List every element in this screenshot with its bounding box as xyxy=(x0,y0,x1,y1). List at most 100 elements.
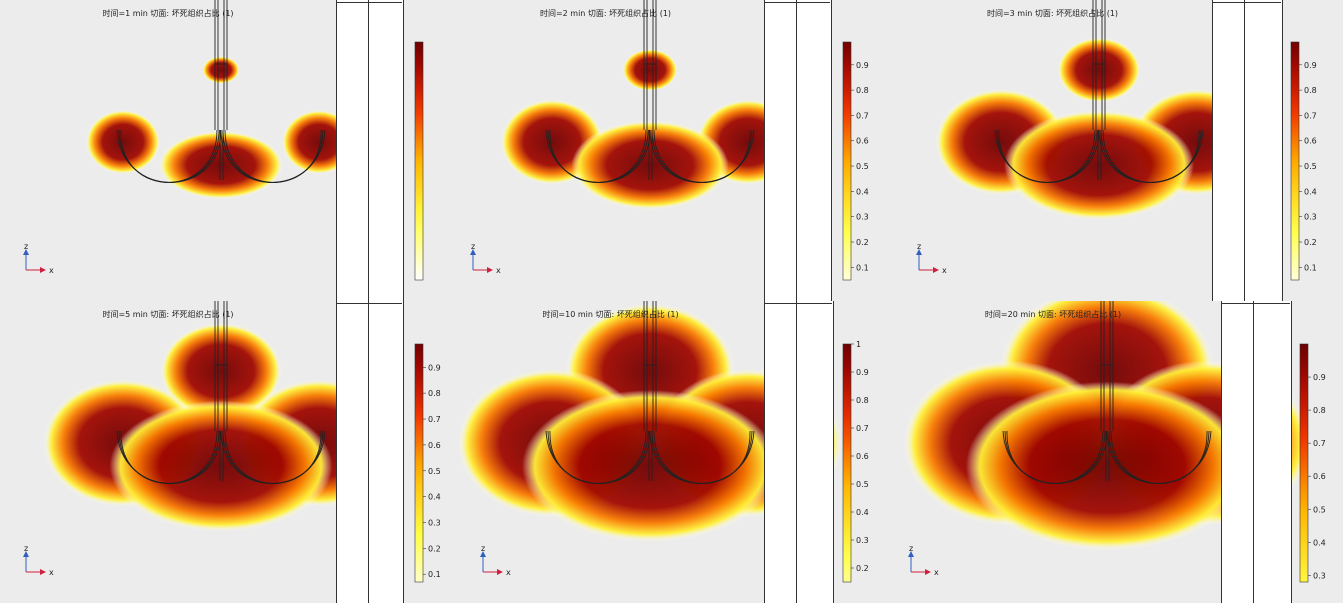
colorbar-tick-label: 0.6 xyxy=(856,137,869,146)
axes-triad: zx xyxy=(470,243,501,275)
colorbar-gradient xyxy=(414,343,424,583)
colorbar-tick-label: 0.2 xyxy=(428,544,441,553)
colorbar-tick-label: 0.7 xyxy=(856,111,869,120)
necrosis-panel-2: 时间=2 min 切面: 坏死组织占比 (1) z x 0.1 0.2 0.3 0.4 0.5… xyxy=(447,0,893,301)
antenna-outline xyxy=(545,0,755,183)
necrosis-field xyxy=(43,301,399,532)
colorbar-tick-label: 0.2 xyxy=(856,564,869,573)
antenna-outline xyxy=(116,0,326,183)
axis-x-label: x xyxy=(506,568,511,577)
colorbar-tick-label: 0.2 xyxy=(1304,238,1317,247)
colorbar-tick-label: 0.5 xyxy=(856,162,869,171)
axes-triad: zx xyxy=(480,545,511,577)
colorbar-tick-label: 0.1 xyxy=(428,570,441,579)
panel-title: 时间=3 min 切面: 坏死组织占比 (1) xyxy=(986,9,1119,18)
side-strip xyxy=(1221,301,1292,603)
necrosis-region xyxy=(965,381,1249,551)
axis-x-label: x xyxy=(942,266,947,275)
colorbar-gradient xyxy=(842,41,852,281)
side-strip xyxy=(1212,0,1283,301)
colorbar: 0.1 0.2 0.3 0.4 0.5 0.6 0.7 0.8 0.9 xyxy=(414,343,441,583)
panel-title: 时间=10 min 切面: 坏死组织占比 (1) xyxy=(542,310,679,319)
colorbar-tick-label: 0.6 xyxy=(1304,137,1317,146)
colorbar: 0.3 0.4 0.5 0.6 0.7 0.8 0.9 xyxy=(1299,343,1326,583)
colorbar-tick-label: 0.3 xyxy=(1313,571,1326,580)
panel-title: 时间=5 min 切面: 坏死组织占比 (1) xyxy=(102,310,234,319)
panel-title: 时间=1 min 切面: 坏死组织占比 (1) xyxy=(102,9,234,18)
colorbar-gradient xyxy=(414,41,424,281)
strip-divider xyxy=(796,301,797,603)
colorbar-gradient xyxy=(842,343,852,583)
strip-top-edge xyxy=(336,303,402,304)
strip-top-edge xyxy=(1212,2,1281,3)
strip-divider xyxy=(1244,0,1245,301)
necrosis-panel-3: 时间=3 min 切面: 坏死组织占比 (1) z x 0.1 0.2 0.3 0.4 0.5… xyxy=(893,0,1343,301)
colorbar-tick-label: 0.9 xyxy=(428,363,441,372)
colorbar-tick-label: 0.9 xyxy=(1304,61,1317,70)
colorbar-tick-label: 0.8 xyxy=(428,389,441,398)
colorbar-tick-label: 0.8 xyxy=(856,396,869,405)
colorbar: 0.1 0.2 0.3 0.4 0.5 0.6 0.7 0.8 0.9 xyxy=(842,41,869,281)
colorbar-tick-label: 0.3 xyxy=(856,536,869,545)
axes-triad: zx xyxy=(23,545,54,577)
antenna-outline xyxy=(994,0,1204,183)
colorbar xyxy=(414,41,424,281)
colorbar-tick-label: 0.3 xyxy=(1304,213,1317,222)
necrosis-region xyxy=(86,110,160,174)
colorbar-tick-label: 0.3 xyxy=(856,213,869,222)
axis-z-label: z xyxy=(24,545,28,553)
colorbar-tick-label: 0.4 xyxy=(428,493,441,502)
necrosis-region xyxy=(522,390,778,542)
colorbar-tick-label: 0.7 xyxy=(1304,111,1317,120)
colorbar-tick-label: 0.2 xyxy=(856,238,869,247)
colorbar-tick-label: 0.4 xyxy=(1313,538,1326,547)
strip-divider xyxy=(1253,301,1254,603)
colorbar-tick-label: 0.9 xyxy=(1313,373,1326,382)
strip-top-edge xyxy=(764,2,830,3)
strip-top-edge xyxy=(1221,303,1290,304)
strip-top-edge xyxy=(336,2,402,3)
antenna-outline xyxy=(116,301,326,484)
axis-x-label: x xyxy=(49,568,54,577)
necrosis-region xyxy=(1057,37,1141,103)
side-strip xyxy=(336,301,404,603)
axes-triad: zx xyxy=(908,545,939,577)
side-strip xyxy=(764,0,832,301)
colorbar-tick-label: 0.8 xyxy=(1313,406,1326,415)
colorbar-tick-label: 0.9 xyxy=(856,368,869,377)
colorbar-tick-label: 0.1 xyxy=(1304,263,1317,272)
colorbar-tick-label: 0.6 xyxy=(428,441,441,450)
antenna-outline xyxy=(1002,301,1212,484)
colorbar-tick-label: 0.5 xyxy=(428,467,441,476)
colorbar-tick-label: 0.5 xyxy=(1304,162,1317,171)
necrosis-region xyxy=(571,120,729,210)
necrosis-region xyxy=(160,322,282,420)
colorbar-tick-label: 1 xyxy=(856,340,861,349)
axes-triad: zx xyxy=(23,243,54,275)
colorbar-tick-label: 0.4 xyxy=(1304,187,1317,196)
axis-z-label: z xyxy=(909,545,913,553)
necrosis-region xyxy=(622,48,678,92)
colorbar-tick-label: 0.8 xyxy=(856,86,869,95)
antenna-outline xyxy=(545,301,755,484)
colorbar-tick-label: 0.7 xyxy=(1313,439,1326,448)
necrosis-region xyxy=(159,131,283,199)
necrosis-panel-1: 时间=1 min 切面: 坏死组织占比 (1) z x xyxy=(0,0,445,301)
strip-divider xyxy=(796,0,797,301)
strip-divider xyxy=(368,301,369,603)
panel-title: 时间=20 min 切面: 坏死组织占比 (1) xyxy=(984,310,1122,319)
strip-top-edge xyxy=(764,303,832,304)
colorbar-gradient xyxy=(1290,41,1300,281)
necrosis-panel-5: 时间=10 min 切面: 坏死组织占比 (1) z x 0.2 0.3 0.4 0.5 0.… xyxy=(457,301,893,603)
axis-x-label: x xyxy=(49,266,54,275)
colorbar-tick-label: 0.1 xyxy=(856,263,869,272)
axis-x-label: x xyxy=(934,568,939,577)
necrosis-region xyxy=(109,400,333,532)
colorbar-tick-label: 0.4 xyxy=(856,508,869,517)
colorbar-tick-label: 0.5 xyxy=(856,480,869,489)
necrosis-panel-4: 时间=5 min 切面: 坏死组织占比 (1) z x 0.1 0.2 0.3 0.4 0.5… xyxy=(0,301,445,603)
colorbar-tick-label: 0.8 xyxy=(1304,86,1317,95)
necrosis-field xyxy=(458,301,842,542)
colorbar: 0.2 0.3 0.4 0.5 0.6 0.7 0.8 0.9 1 xyxy=(842,340,869,583)
colorbar-tick-label: 0.4 xyxy=(856,187,869,196)
